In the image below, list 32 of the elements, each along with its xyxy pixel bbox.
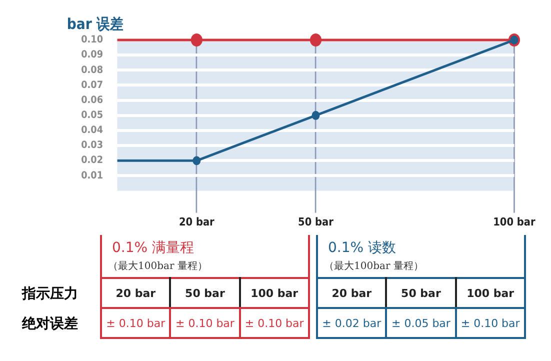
text: 指示压力: [20, 285, 79, 304]
text: ± 0.02 bar: [318, 308, 386, 337]
y-tick-label: 0.05: [81, 110, 104, 122]
text: 20 bar: [332, 286, 372, 300]
x-tick-label: 100 bar: [493, 216, 536, 228]
text: 0.1% 满量程: [111, 239, 196, 258]
y-tick-label: 0.02: [81, 154, 104, 166]
x-tick-label: 50 bar: [298, 216, 334, 228]
text: ± 0.05 bar: [386, 308, 456, 337]
y-tick-label: 0.04: [81, 124, 104, 136]
text: 50 bar: [401, 286, 441, 300]
text: （最大100bar 量程）: [107, 260, 208, 274]
text: ± 0.10 bar: [240, 308, 308, 337]
text: ± 0.10 bar: [102, 308, 170, 337]
y-tick-label: 0.07: [81, 79, 104, 92]
text: ± 0.10 bar: [170, 308, 240, 337]
x-tick-label: 20 bar: [178, 216, 216, 228]
text: 20 bar: [116, 286, 156, 300]
text: 100 bar: [250, 286, 298, 300]
y-tick-label: 0.06: [81, 94, 104, 106]
text: （最大100bar 量程）: [323, 260, 424, 274]
text: 0.1% 读数: [327, 239, 398, 258]
text: 绝对误差: [20, 315, 79, 334]
y-tick-label: 0.08: [81, 64, 104, 76]
text: ± 0.10 bar: [456, 308, 524, 337]
text: 50 bar: [185, 286, 225, 300]
y-tick-label: 0.10: [81, 34, 104, 46]
y-tick-label: 0.09: [81, 49, 104, 61]
y-axis-title: bar 误差: [66, 16, 123, 34]
text: 100 bar: [466, 286, 514, 300]
y-tick-label: 0.01: [81, 170, 104, 182]
y-tick-label: 0.03: [81, 140, 104, 152]
